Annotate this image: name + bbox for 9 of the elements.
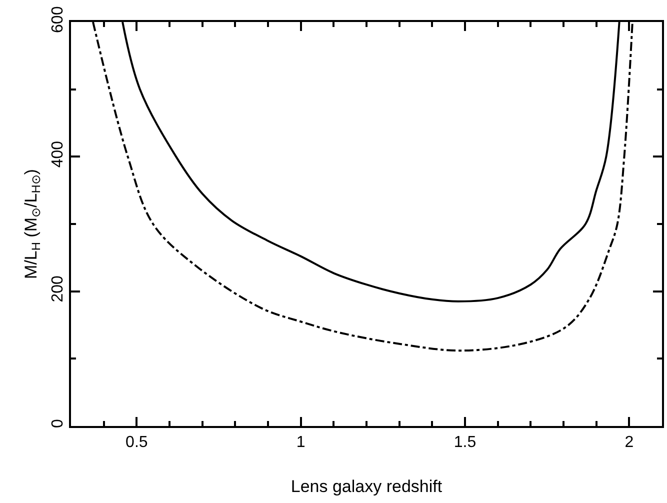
x-tick-label: 2 [624, 434, 634, 452]
x-tick-label: 1.5 [454, 434, 476, 452]
y-tick-label: 0 [50, 419, 67, 428]
x-tick-label: 1 [296, 434, 306, 452]
x-axis-title: Lens galaxy redshift [290, 477, 442, 496]
y-tick-label: 400 [50, 140, 67, 168]
x-tick-label: 0.5 [126, 434, 148, 452]
y-tick-label: 600 [50, 6, 67, 33]
y-tick-label: 200 [50, 275, 67, 302]
